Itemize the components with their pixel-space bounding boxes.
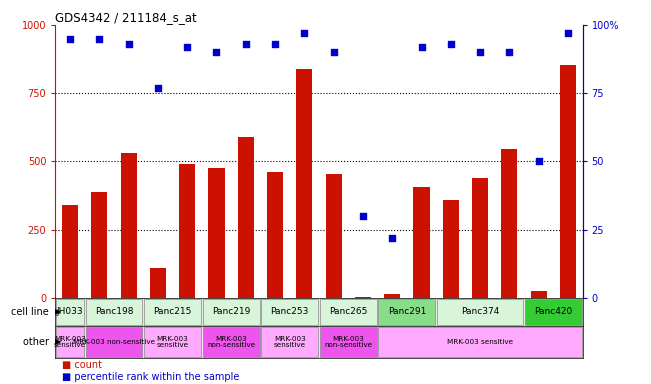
Bar [384,294,400,298]
Bar [531,291,547,298]
Text: other: other [23,337,52,347]
Text: ▶: ▶ [55,308,61,316]
Point [182,44,192,50]
Text: ■ count: ■ count [62,360,102,370]
Text: Panc374: Panc374 [461,308,499,316]
Bar [238,137,254,298]
Text: MRK-003 sensitive: MRK-003 sensitive [447,339,513,345]
Bar [261,299,318,325]
Bar [472,178,488,298]
Bar [144,327,201,357]
Text: Panc291: Panc291 [388,308,426,316]
Text: MRK-003
non-sensitive: MRK-003 non-sensitive [324,336,372,348]
Bar [378,327,582,357]
Bar [326,174,342,298]
Bar [320,327,377,357]
Bar [208,168,225,298]
Text: cell line: cell line [11,307,52,317]
Bar [437,299,523,325]
Bar [355,296,371,298]
Point [445,41,456,47]
Bar [443,200,459,298]
Bar [296,69,312,298]
Bar [267,172,283,298]
Point [562,30,573,36]
Text: MRK-003
sensitive: MRK-003 sensitive [54,336,86,348]
Point [123,41,134,47]
Bar [261,327,318,357]
Text: MRK-003
sensitive: MRK-003 sensitive [273,336,306,348]
Text: Panc219: Panc219 [212,308,250,316]
Point [357,213,368,219]
Bar [525,299,582,325]
Text: JH033: JH033 [57,308,83,316]
Bar [560,65,576,298]
Bar [150,268,166,298]
Point [270,41,280,47]
Text: GDS4342 / 211184_s_at: GDS4342 / 211184_s_at [55,11,197,24]
Text: Panc265: Panc265 [329,308,367,316]
Bar [144,299,201,325]
Text: MRK-003
sensitive: MRK-003 sensitive [156,336,189,348]
Point [65,36,75,42]
Point [504,49,514,55]
Text: MRK-003
non-sensitive: MRK-003 non-sensitive [207,336,255,348]
Bar [202,299,260,325]
Text: ■ percentile rank within the sample: ■ percentile rank within the sample [62,372,239,382]
Point [94,36,104,42]
Text: MRK-003 non-sensitive: MRK-003 non-sensitive [73,339,155,345]
Point [152,85,163,91]
Bar [56,299,84,325]
Text: Panc253: Panc253 [271,308,309,316]
Bar [179,164,195,298]
Bar [62,205,78,298]
Bar [320,299,377,325]
Text: ▶: ▶ [55,338,61,346]
Text: Panc215: Panc215 [154,308,191,316]
Bar [56,327,84,357]
Point [328,49,339,55]
Bar [91,192,107,298]
Point [387,235,397,241]
Bar [413,187,430,298]
Text: Panc420: Panc420 [534,308,572,316]
Point [417,44,427,50]
Bar [85,299,143,325]
Bar [378,299,436,325]
Text: Panc198: Panc198 [94,308,133,316]
Point [475,49,485,55]
Bar [120,153,137,298]
Point [211,49,221,55]
Bar [202,327,260,357]
Point [299,30,310,36]
Bar [85,327,143,357]
Point [241,41,251,47]
Point [533,159,544,165]
Bar [501,149,518,298]
